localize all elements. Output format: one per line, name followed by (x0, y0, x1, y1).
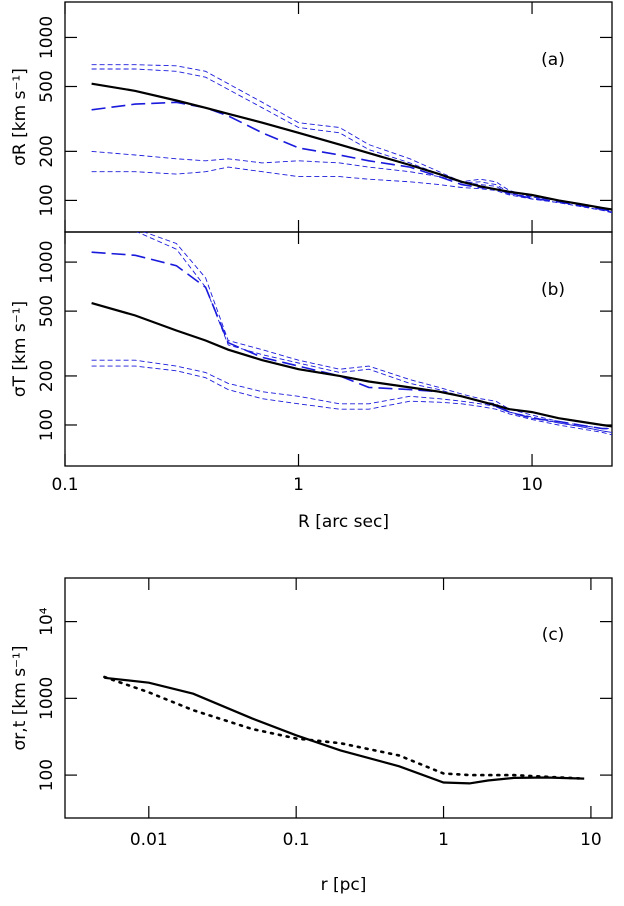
y-tick-label: 100 (37, 759, 57, 791)
x-tick-label: 0.01 (130, 830, 168, 850)
data-line (103, 675, 586, 780)
y-axis-label: σT [km s⁻¹] (10, 301, 30, 397)
x-tick-label: 1 (293, 475, 304, 495)
series-group (103, 675, 586, 785)
y-tick-label: 1000 (37, 240, 57, 283)
panel-label: (b) (541, 280, 565, 300)
y-tick-label: 100 (37, 409, 57, 441)
data-line (91, 166, 612, 214)
data-line (104, 676, 585, 785)
x-axis-label: r [pc] (321, 875, 367, 895)
x-tick-label: 1 (438, 830, 449, 850)
series-group (91, 64, 612, 214)
plot-frame (64, 231, 613, 467)
data-line (91, 150, 612, 210)
y-tick-label: 100 (37, 184, 57, 216)
panel-label: (a) (541, 50, 565, 70)
panel-label: (c) (542, 625, 565, 645)
y-tick-label: 500 (37, 295, 57, 327)
data-line (91, 68, 612, 213)
y-tick-label: 1000 (37, 16, 57, 59)
data-line (91, 365, 612, 436)
data-line (136, 232, 612, 433)
y-tick-label: 200 (37, 360, 57, 392)
data-line (91, 82, 612, 211)
y-tick-label: 10⁴ (37, 607, 57, 636)
plot-frame (64, 577, 613, 819)
y-axis-label: σR [km s⁻¹] (10, 68, 30, 166)
y-tick-label: 200 (37, 135, 57, 167)
y-tick-label: 500 (37, 70, 57, 102)
data-line (91, 302, 612, 428)
data-line (91, 101, 612, 212)
y-axis-label: σr,t [km s⁻¹] (10, 646, 30, 751)
data-line (91, 64, 612, 210)
series-group (91, 232, 612, 436)
data-line (91, 359, 612, 433)
x-tick-label: 0.1 (283, 830, 310, 850)
x-tick-label: 10 (580, 830, 602, 850)
data-line (91, 251, 612, 430)
data-line (142, 232, 612, 430)
x-tick-label: 10 (521, 475, 543, 495)
x-tick-label: 0.1 (51, 475, 78, 495)
y-tick-label: 1000 (37, 677, 57, 720)
x-axis-label: R [arc sec] (298, 512, 389, 532)
